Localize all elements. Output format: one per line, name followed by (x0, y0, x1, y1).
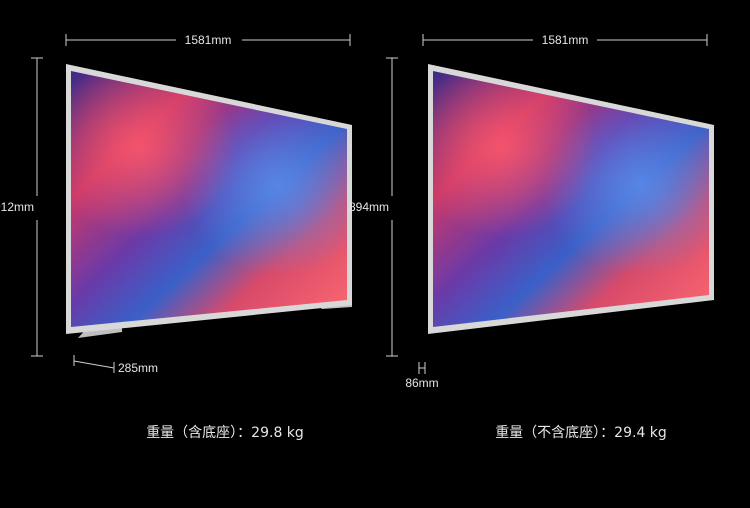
height-label: 912mm (0, 200, 34, 214)
weight-label: 重量（含底座）：29.8 kg (146, 425, 304, 441)
width-label: 1581mm (542, 33, 589, 47)
depth-label: 86mm (405, 376, 438, 390)
width-label: 1581mm (185, 33, 232, 47)
tv-left (66, 64, 352, 338)
dimension-lines (31, 34, 708, 374)
depth-label: 285mm (118, 361, 158, 375)
screen-glow (71, 71, 347, 327)
screen-glow (433, 71, 709, 327)
tv-right (428, 64, 714, 334)
weight-label: 重量（不含底座）：29.4 kg (495, 425, 667, 441)
height-label: 894mm (349, 200, 389, 214)
